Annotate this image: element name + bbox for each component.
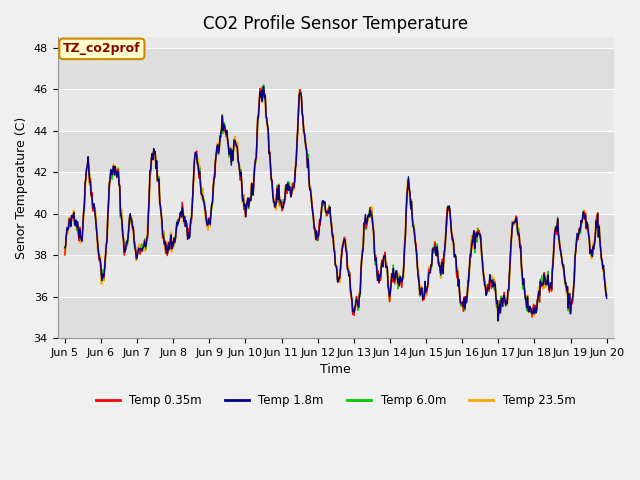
Legend: Temp 0.35m, Temp 1.8m, Temp 6.0m, Temp 23.5m: Temp 0.35m, Temp 1.8m, Temp 6.0m, Temp 2… — [92, 389, 580, 411]
Bar — [58, 297, 614, 338]
Title: CO2 Profile Sensor Temperature: CO2 Profile Sensor Temperature — [203, 15, 468, 33]
X-axis label: Time: Time — [321, 363, 351, 376]
Text: TZ_co2prof: TZ_co2prof — [63, 42, 141, 55]
Bar — [58, 131, 614, 172]
Bar — [58, 48, 614, 89]
Bar — [58, 214, 614, 255]
Y-axis label: Senor Temperature (C): Senor Temperature (C) — [15, 117, 28, 259]
